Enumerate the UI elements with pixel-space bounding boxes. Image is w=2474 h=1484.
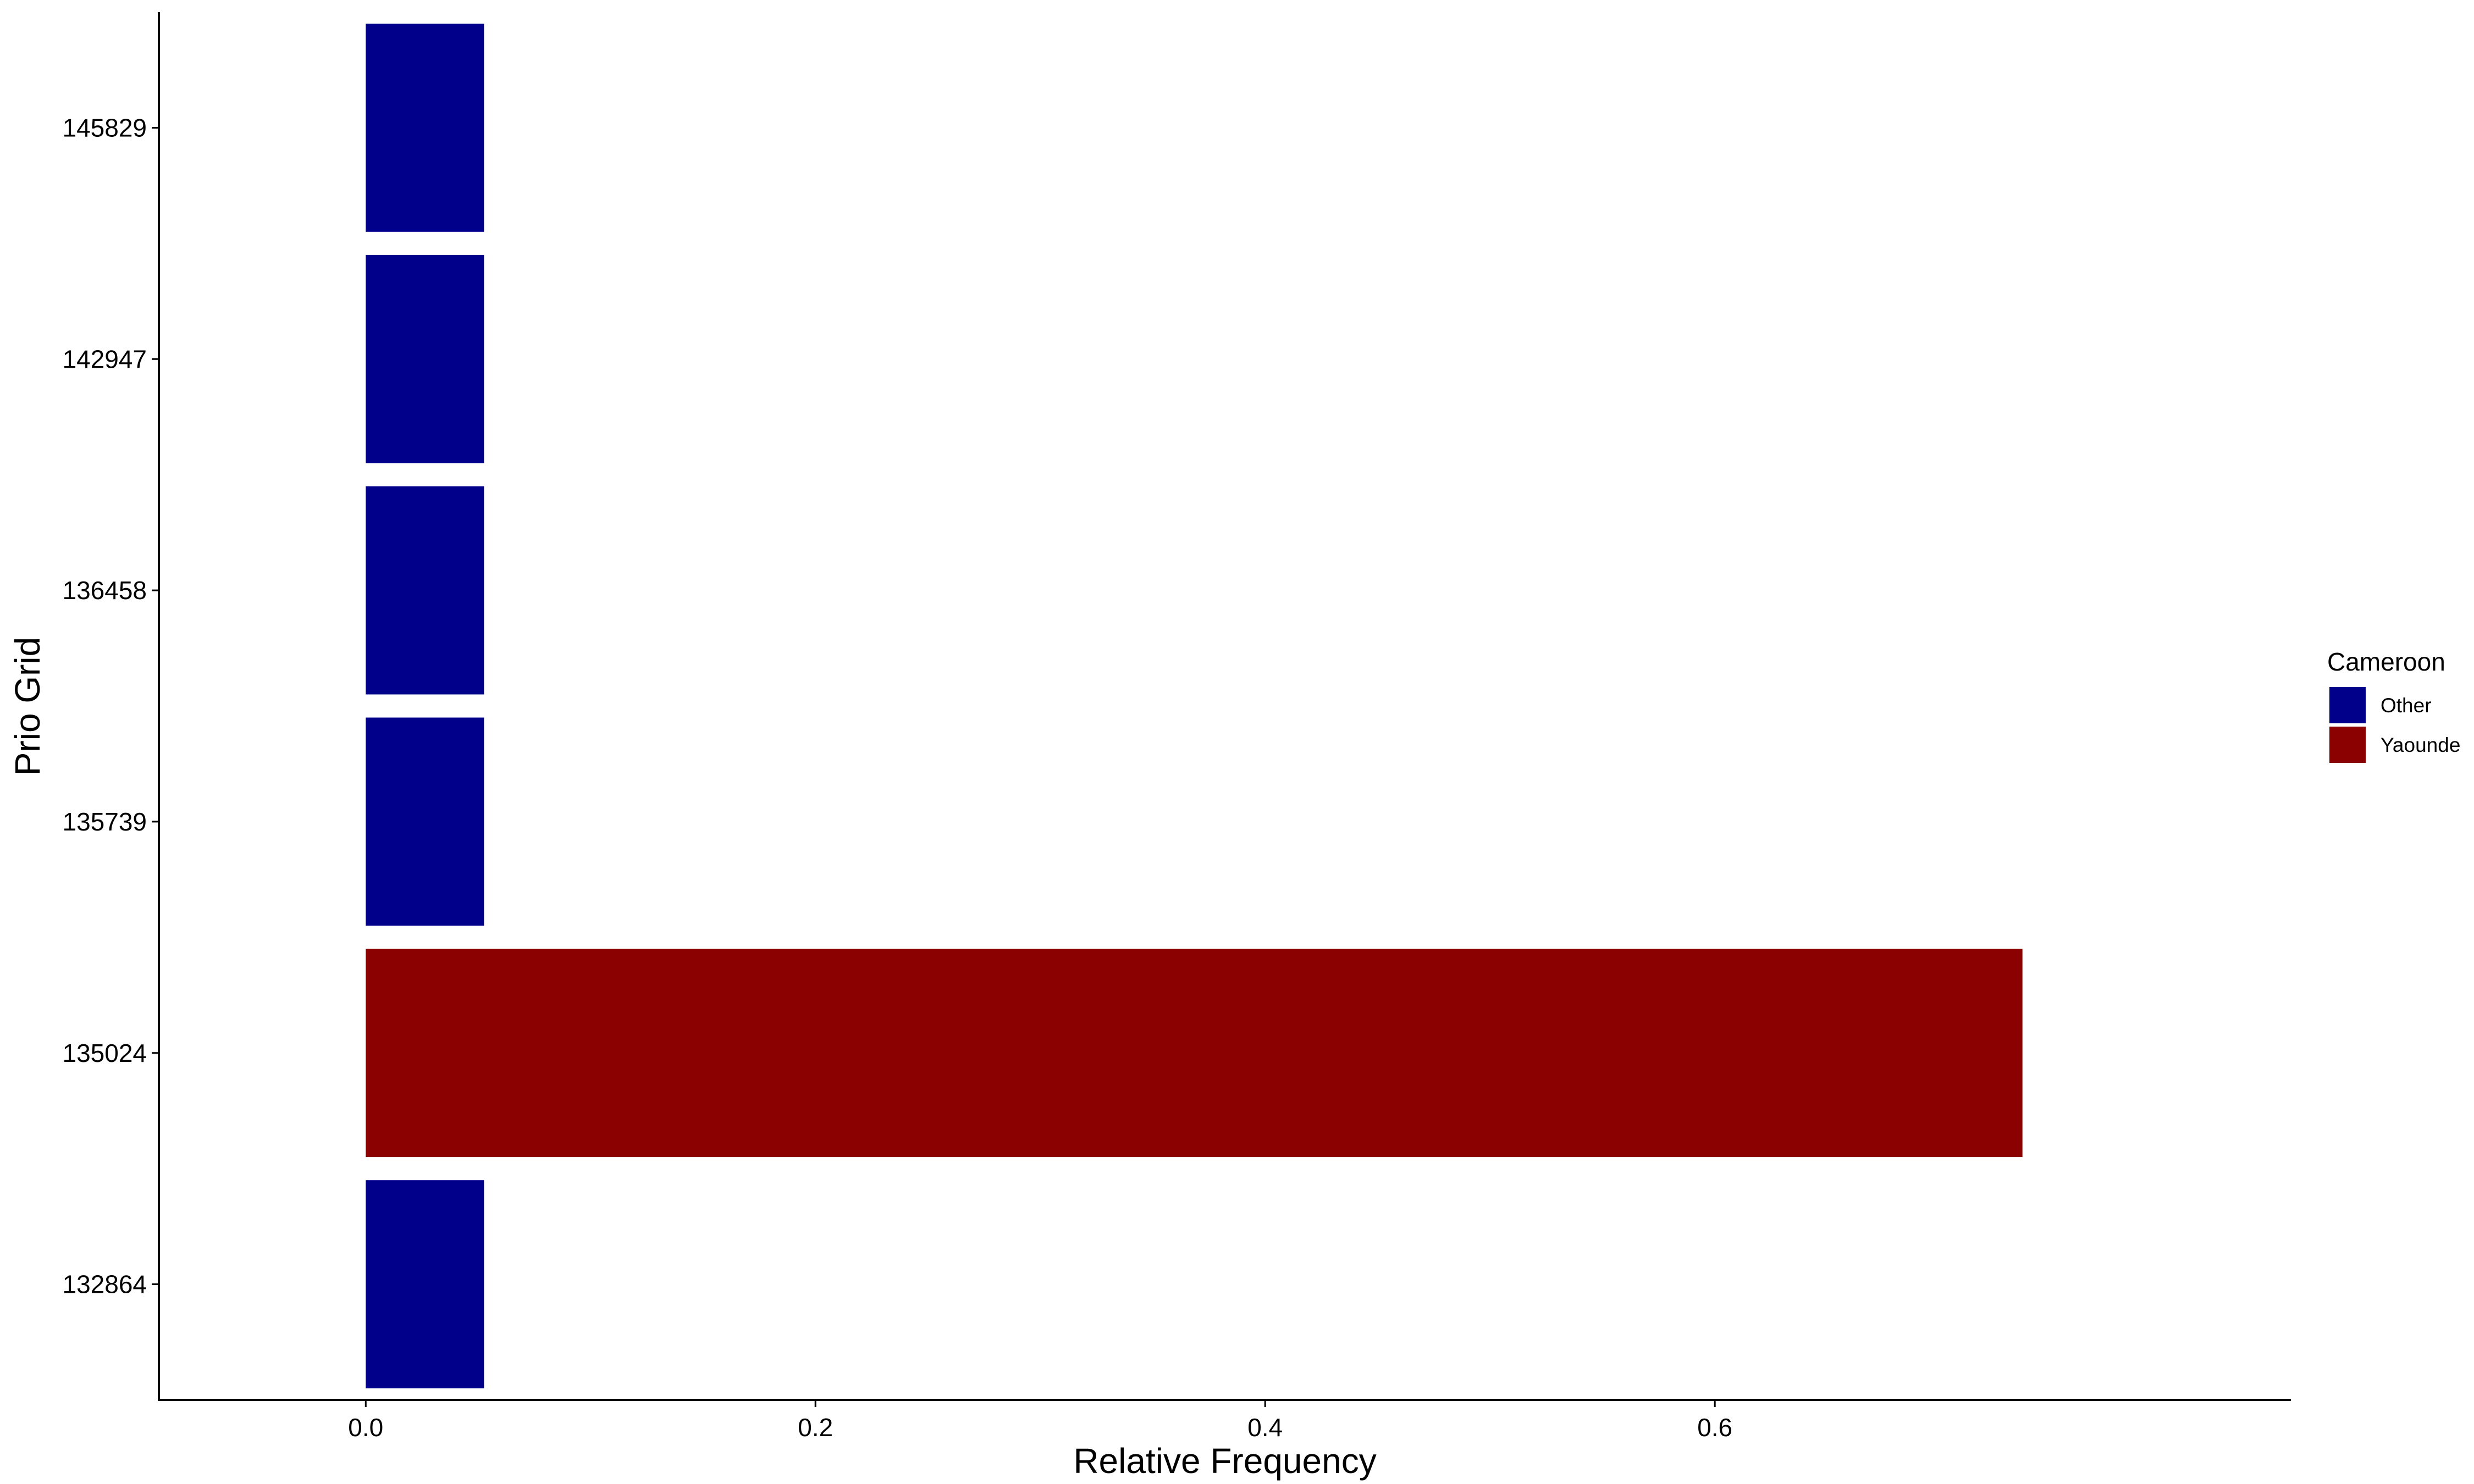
x-tick-label: 0.0: [348, 1413, 383, 1442]
legend-label-yaounde: Yaounde: [2381, 734, 2460, 756]
y-axis-title: Prio Grid: [8, 637, 47, 776]
bars-layer: [366, 24, 2023, 1388]
legend: Cameroon Other Yaounde: [2327, 647, 2460, 763]
x-tick-label: 0.6: [1697, 1413, 1732, 1442]
bar-142947: [366, 254, 484, 463]
legend-swatch-other: [2329, 687, 2366, 723]
y-tick-label: 142947: [63, 345, 147, 373]
bar-132864: [366, 1180, 484, 1388]
x-tick-label: 0.4: [1247, 1413, 1283, 1442]
y-tick-label: 132864: [63, 1270, 147, 1299]
legend-label-other: Other: [2381, 694, 2432, 717]
y-tick-label: 145829: [63, 113, 147, 142]
x-tick-label: 0.2: [798, 1413, 833, 1442]
y-ticks-layer: 132864 135024 135739 136458 142947 145829: [63, 113, 159, 1299]
legend-swatch-yaounde: [2329, 727, 2366, 763]
y-tick-label: 135024: [63, 1039, 147, 1067]
bar-145829: [366, 24, 484, 232]
bar-135739: [366, 717, 484, 926]
y-tick-label: 135739: [63, 807, 147, 836]
x-ticks-layer: 0.0 0.2 0.4 0.6: [348, 1400, 1732, 1442]
legend-title: Cameroon: [2327, 647, 2445, 676]
x-axis-title: Relative Frequency: [1073, 1441, 1376, 1481]
y-tick-label: 136458: [63, 576, 147, 605]
bar-135024: [366, 949, 2023, 1158]
bar-136458: [366, 486, 484, 695]
